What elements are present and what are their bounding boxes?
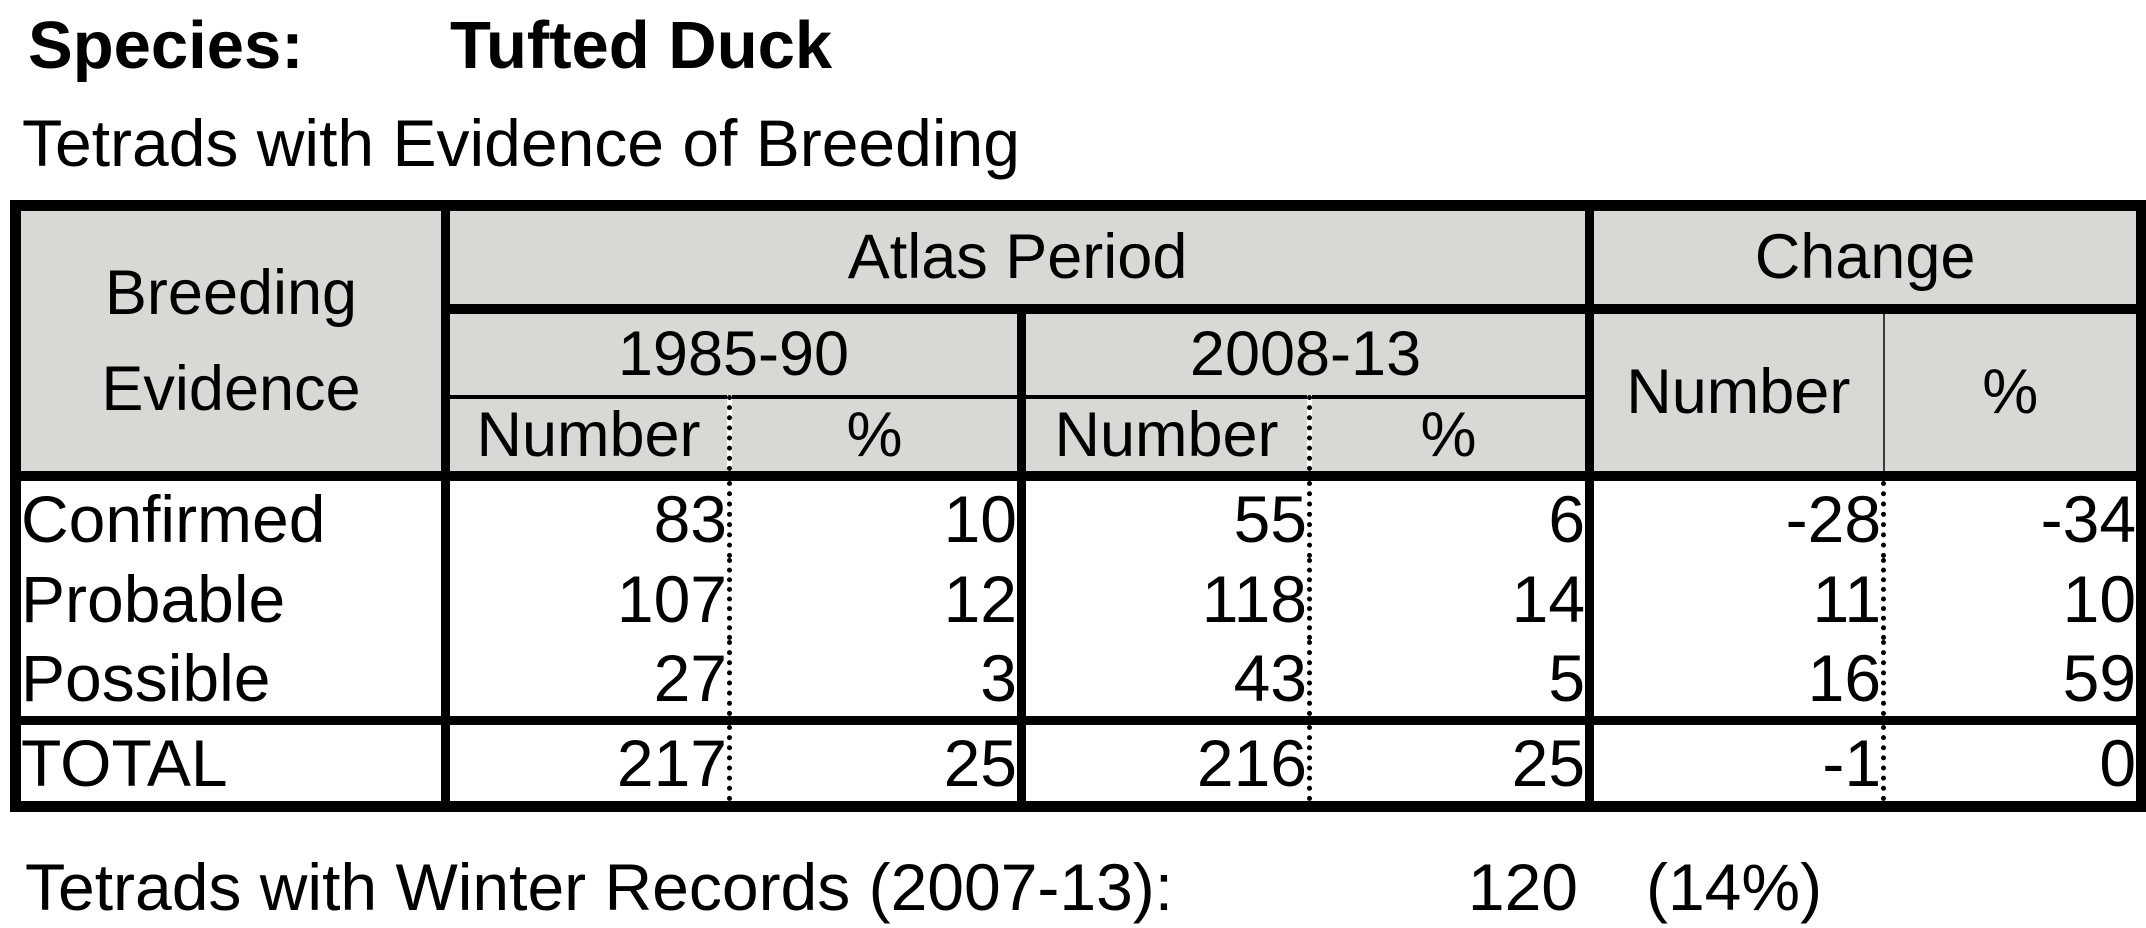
p2-percent-total: 25 — [1306, 720, 1590, 806]
p2-number-header: Number — [1017, 396, 1310, 481]
p2-number-cell: 43 — [1017, 639, 1310, 725]
table-row-probable: Probable 107 12 118 14 11 10 — [16, 557, 2142, 640]
table-row-confirmed: Confirmed 83 10 55 6 -28 -34 — [16, 475, 2142, 558]
p1-percent-cell: 3 — [727, 639, 1022, 725]
p1-percent-cell: 10 — [727, 475, 1022, 558]
p2-number-cell: 118 — [1017, 557, 1310, 640]
p2-percent-header: % — [1306, 396, 1590, 481]
species-label: Species: — [28, 8, 304, 83]
p1-number-cell: 83 — [441, 475, 730, 558]
change-number-header: Number — [1585, 308, 1884, 481]
change-number-cell: -28 — [1585, 475, 1884, 558]
winter-records-value: 120 — [1467, 850, 1578, 924]
p1-number-cell: 27 — [441, 639, 730, 725]
change-header: Change — [1585, 205, 2142, 314]
winter-records-percent: (14%) — [1646, 850, 1823, 924]
atlas-period-header: Atlas Period — [440, 205, 1590, 314]
change-percent-header: % — [1882, 308, 2142, 481]
p1-number-cell: 107 — [441, 557, 730, 640]
table-subtitle: Tetrads with Evidence of Breeding — [22, 106, 1020, 180]
period-2008-13-header: 2008-13 — [1016, 308, 1590, 399]
p2-percent-cell: 14 — [1306, 557, 1590, 640]
change-percent-cell: 59 — [1881, 639, 2142, 725]
row-label: Probable — [21, 561, 286, 636]
period-1985-90-header: 1985-90 — [441, 308, 1022, 399]
p1-percent-total: 25 — [727, 720, 1022, 806]
table-row-total: TOTAL 217 25 216 25 -1 0 — [16, 720, 2142, 806]
p2-number-cell: 55 — [1017, 475, 1310, 558]
total-label: TOTAL — [21, 725, 228, 800]
p1-percent-header: % — [727, 396, 1022, 481]
p1-number-header: Number — [441, 396, 730, 481]
breeding-evidence-header-line2: Evidence — [101, 353, 361, 424]
change-number-cell: 11 — [1585, 557, 1884, 640]
species-title-row: Species: Tufted Duck — [28, 6, 832, 86]
p2-percent-cell: 5 — [1306, 639, 1590, 725]
p2-percent-cell: 6 — [1306, 475, 1590, 558]
breeding-evidence-table: Breeding Evidence Atlas Period Change 19… — [10, 200, 2146, 812]
p1-percent-cell: 12 — [727, 557, 1022, 640]
species-value: Tufted Duck — [450, 8, 833, 83]
change-percent-cell: 10 — [1881, 557, 2142, 640]
change-number-cell: 16 — [1585, 639, 1884, 725]
row-label: Confirmed — [21, 482, 326, 556]
p2-number-total: 216 — [1017, 720, 1310, 806]
winter-records-label: Tetrads with Winter Records (2007-13): — [25, 850, 1174, 924]
p1-number-total: 217 — [441, 720, 730, 806]
breeding-evidence-header: Breeding Evidence — [15, 205, 446, 481]
row-label: Possible — [15, 639, 446, 725]
change-number-total: -1 — [1585, 720, 1884, 806]
change-percent-cell: -34 — [1881, 475, 2142, 558]
winter-records-footer: Tetrads with Winter Records (2007-13): 1… — [0, 848, 2146, 928]
table-row-possible: Possible 27 3 43 5 16 59 — [15, 639, 2142, 725]
breeding-evidence-header-line1: Breeding — [104, 257, 358, 328]
change-percent-total: 0 — [1881, 720, 2142, 806]
